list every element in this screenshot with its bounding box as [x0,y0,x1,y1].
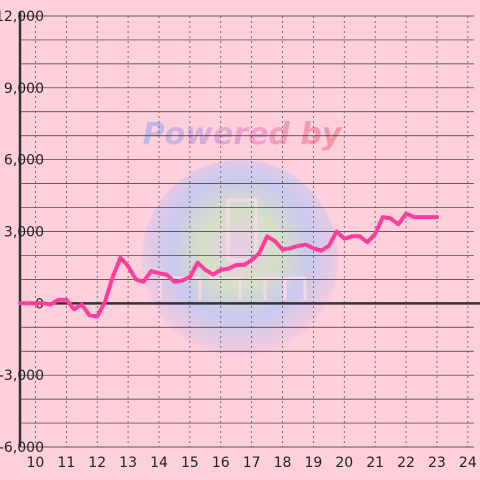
x-tick-label: 13 [119,455,137,471]
x-tick-label: 10 [27,455,45,471]
watermark-logo [142,160,338,356]
x-tick-label: 19 [304,455,322,471]
y-tick-label: 3,000 [4,225,44,241]
x-tick-label: 11 [57,455,75,471]
watermark-glyph [158,198,307,300]
x-tick-label: 12 [88,455,106,471]
y-tick-label: -3,000 [0,368,44,384]
x-tick-label: 22 [397,455,415,471]
series-layer [18,211,439,319]
x-tick-label: 15 [181,455,199,471]
y-tick-label: 9,000 [4,81,44,97]
y-tick-label: -6,000 [0,440,44,456]
x-tick-label: 14 [150,455,168,471]
x-tick-labels: 10 11 12 13 14 15 16 17 18 19 20 21 22 23 24 [27,455,477,471]
x-tick-label: 17 [243,455,261,471]
axes [18,12,480,447]
x-tick-label: 18 [274,455,292,471]
watermark-text: Powered by [143,117,343,152]
series-line [18,211,439,319]
x-tick-label: 23 [428,455,446,471]
y-tick-label: 12,000 [0,9,44,25]
x-tick-label: 21 [366,455,384,471]
x-tick-label: 24 [459,455,477,471]
watermark: Powered by [142,117,343,356]
x-tick-label: 16 [212,455,230,471]
y-tick-label: 6,000 [4,153,44,169]
grid [20,15,474,448]
x-tick-label: 20 [335,455,353,471]
